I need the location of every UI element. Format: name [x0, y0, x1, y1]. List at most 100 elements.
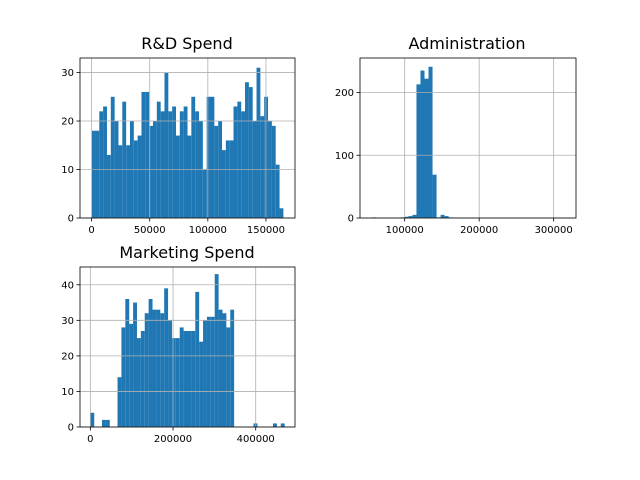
rd-spend-bar	[260, 116, 265, 218]
rd-spend-bar	[245, 82, 249, 219]
rd-spend-bar	[91, 130, 96, 218]
rd-spend-bar	[206, 96, 211, 218]
marketing-spend-bar	[230, 309, 235, 427]
administration-panel: Administration 100000 200000 300000 0 100 200	[335, 34, 577, 236]
rd-spend-bar	[175, 135, 180, 218]
marketing-spend-bar	[156, 309, 161, 427]
administration-bar	[412, 214, 417, 218]
marketing-spend-bar	[222, 313, 227, 427]
rd-spend-bar	[279, 208, 284, 218]
rd-spend-bar	[210, 96, 215, 218]
marketing-spend-bar	[168, 320, 172, 427]
administration-bar	[440, 214, 445, 218]
marketing-spend-bar	[129, 323, 134, 427]
rd-spend-title: R&D Spend	[141, 34, 232, 53]
marketing-spend-bar	[199, 341, 204, 427]
rd-spend-bar	[95, 130, 100, 218]
rd-spend-bar	[99, 111, 104, 218]
rd-spend-bar	[149, 125, 153, 218]
rd-spend-bar	[137, 135, 142, 218]
marketing-spend-bar	[105, 419, 110, 427]
rd-spend-bar	[145, 91, 150, 218]
marketing-spend-bar	[152, 309, 157, 427]
administration-xtick-label: 100000	[386, 225, 424, 236]
marketing-spend-bar	[187, 331, 192, 427]
marketing-spend-bar	[195, 291, 200, 427]
rd-spend-bar	[133, 140, 138, 218]
marketing-spend-bar	[102, 419, 106, 427]
rd-spend-bar	[214, 125, 219, 218]
rd-spend-bar	[271, 125, 276, 218]
rd-spend-bar	[191, 96, 196, 218]
rd-spend-bar	[126, 145, 130, 218]
rd-spend-bar	[225, 140, 230, 218]
rd-spend-bar	[160, 111, 165, 218]
administration-bar	[432, 174, 437, 218]
administration-title: Administration	[408, 34, 525, 53]
marketing-spend-bar	[133, 302, 137, 427]
administration-axes-frame	[359, 57, 577, 219]
administration-xtick-label: 200000	[460, 225, 498, 236]
rd-spend-bar	[156, 101, 161, 218]
rd-spend-bar	[275, 164, 280, 218]
marketing-spend-bar	[144, 313, 149, 427]
rd-spend-bar	[248, 87, 253, 218]
administration-ytick-label: 0	[348, 214, 354, 225]
rd-spend-ytick-label: 30	[61, 68, 74, 79]
rd-spend-bar	[241, 111, 246, 218]
administration-bar	[404, 216, 409, 218]
marketing-spend-ytick-label: 10	[61, 387, 74, 398]
rd-spend-panel: R&D Spend 0 50000 100000 150000 0 10 20 30	[61, 34, 296, 236]
marketing-spend-axes-frame	[79, 266, 296, 428]
rd-spend-ytick-label: 20	[61, 117, 74, 128]
marketing-spend-bar	[191, 331, 196, 427]
rd-spend-bar	[222, 150, 226, 218]
marketing-spend-bar	[206, 316, 211, 427]
marketing-spend-bar	[218, 309, 223, 427]
marketing-spend-bar	[164, 288, 169, 427]
rd-spend-bar	[172, 106, 176, 218]
rd-spend-bar	[229, 140, 234, 218]
marketing-spend-bar	[140, 331, 145, 427]
marketing-spend-bar	[148, 299, 153, 427]
administration-bar	[444, 216, 449, 218]
rd-spend-ytick-label: 10	[61, 165, 74, 176]
marketing-spend-title: Marketing Spend	[119, 243, 254, 262]
marketing-spend-xtick-label: 0	[87, 434, 93, 445]
marketing-spend-bar	[136, 338, 141, 427]
marketing-spend-bar	[214, 274, 219, 427]
administration-bar	[416, 84, 421, 218]
marketing-spend-ytick-label: 30	[61, 316, 74, 327]
administration-ytick-label: 100	[335, 151, 354, 162]
marketing-spend-bar	[226, 327, 231, 427]
administration-ytick-label: 200	[335, 88, 354, 99]
rd-spend-bar	[168, 111, 173, 218]
marketing-spend-bar	[90, 412, 95, 427]
marketing-spend-bar	[203, 320, 207, 427]
rd-spend-bar	[237, 101, 242, 218]
rd-spend-xtick-label: 0	[88, 225, 94, 236]
rd-spend-bar	[202, 169, 207, 218]
rd-spend-bar	[187, 135, 192, 218]
rd-spend-bar	[183, 106, 188, 218]
marketing-spend-bars	[90, 274, 285, 427]
rd-spend-xtick-label: 50000	[134, 225, 166, 236]
marketing-spend-bar	[117, 377, 122, 427]
rd-spend-bar	[164, 72, 169, 218]
marketing-spend-xtick-label: 200000	[154, 434, 192, 445]
marketing-spend-bar	[179, 327, 184, 427]
marketing-spend-bar	[280, 423, 285, 427]
marketing-spend-ytick-label: 20	[61, 351, 74, 362]
marketing-spend-bar	[160, 313, 165, 427]
rd-spend-bar	[118, 145, 123, 218]
rd-spend-bar	[256, 67, 261, 218]
marketing-spend-ytick-label: 0	[68, 423, 74, 434]
marketing-spend-xtick-label: 400000	[237, 434, 275, 445]
marketing-spend-ytick-label: 40	[61, 280, 74, 291]
rd-spend-axes-frame	[79, 57, 296, 219]
marketing-spend-bar	[273, 423, 277, 427]
rd-spend-bar	[122, 101, 127, 218]
rd-spend-bar	[195, 111, 200, 218]
marketing-spend-bar	[210, 316, 215, 427]
